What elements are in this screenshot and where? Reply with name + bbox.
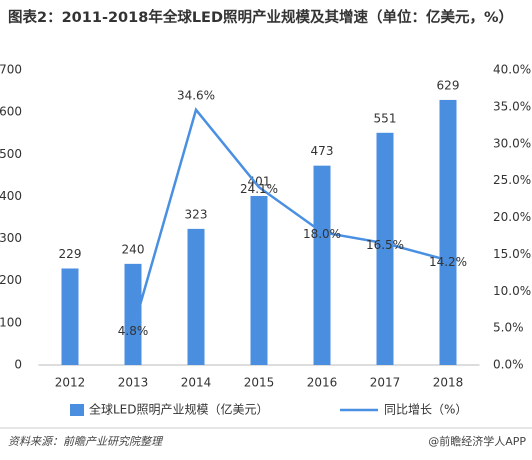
x-tick-label: 2013 bbox=[118, 376, 149, 390]
legend-label: 全球LED照明产业规模（亿美元） bbox=[89, 402, 269, 417]
line-label: 24.1% bbox=[240, 182, 278, 196]
y-tick-label: 700 bbox=[0, 63, 22, 77]
source: 资料来源：前瞻产业研究院整理 bbox=[8, 435, 164, 448]
line-label: 18.0% bbox=[303, 227, 341, 241]
bar bbox=[61, 268, 79, 365]
line-label: 14.2% bbox=[429, 255, 467, 269]
line-label: 16.5% bbox=[366, 238, 404, 252]
y2-tick-label: 5.0% bbox=[493, 321, 524, 335]
y-tick-label: 200 bbox=[0, 273, 22, 287]
y2-tick-label: 10.0% bbox=[493, 284, 531, 298]
bar-label: 240 bbox=[122, 242, 145, 256]
y-tick-label: 500 bbox=[0, 147, 22, 161]
line-label: 4.8% bbox=[118, 324, 149, 338]
x-tick-label: 2014 bbox=[181, 376, 212, 390]
y2-tick-label: 30.0% bbox=[493, 136, 531, 150]
bar-label: 229 bbox=[59, 247, 82, 261]
bar-label: 473 bbox=[311, 144, 334, 158]
bar bbox=[187, 228, 205, 365]
y2-tick-label: 35.0% bbox=[493, 99, 531, 113]
bar-label: 551 bbox=[374, 111, 397, 125]
x-tick-label: 2012 bbox=[55, 376, 86, 390]
bar-label: 629 bbox=[437, 78, 460, 92]
y-tick-label: 300 bbox=[0, 231, 22, 245]
bar-label: 323 bbox=[185, 207, 208, 221]
bar bbox=[376, 132, 394, 365]
x-tick-label: 2016 bbox=[307, 376, 338, 390]
legend-swatch bbox=[70, 404, 84, 416]
x-tick-label: 2017 bbox=[370, 376, 401, 390]
bar bbox=[250, 196, 268, 365]
bar bbox=[313, 165, 331, 365]
chart-title: 图表2：2011-2018年全球LED照明产业规模及其增速（单位：亿美元，%） bbox=[8, 10, 514, 26]
line bbox=[131, 107, 449, 330]
y2-tick-label: 20.0% bbox=[493, 210, 531, 224]
y2-tick-label: 40.0% bbox=[493, 63, 531, 77]
y-tick-label: 0 bbox=[14, 358, 22, 372]
x-tick-label: 2015 bbox=[244, 376, 275, 390]
y-tick-label: 100 bbox=[0, 315, 22, 329]
brand: @前瞻经济学人APP bbox=[428, 434, 526, 448]
legend-label: 同比增长（%） bbox=[384, 403, 467, 417]
x-tick-label: 2018 bbox=[433, 376, 464, 390]
bar-label: 401 bbox=[248, 175, 271, 189]
y2-tick-label: 15.0% bbox=[493, 247, 531, 261]
bar bbox=[124, 263, 142, 365]
line-label: 34.6% bbox=[177, 88, 215, 102]
bar bbox=[439, 99, 457, 366]
y-tick-label: 400 bbox=[0, 189, 22, 203]
y2-tick-label: 25.0% bbox=[493, 173, 531, 187]
y2-tick-label: 0.0% bbox=[493, 358, 524, 372]
y-tick-label: 600 bbox=[0, 105, 22, 119]
